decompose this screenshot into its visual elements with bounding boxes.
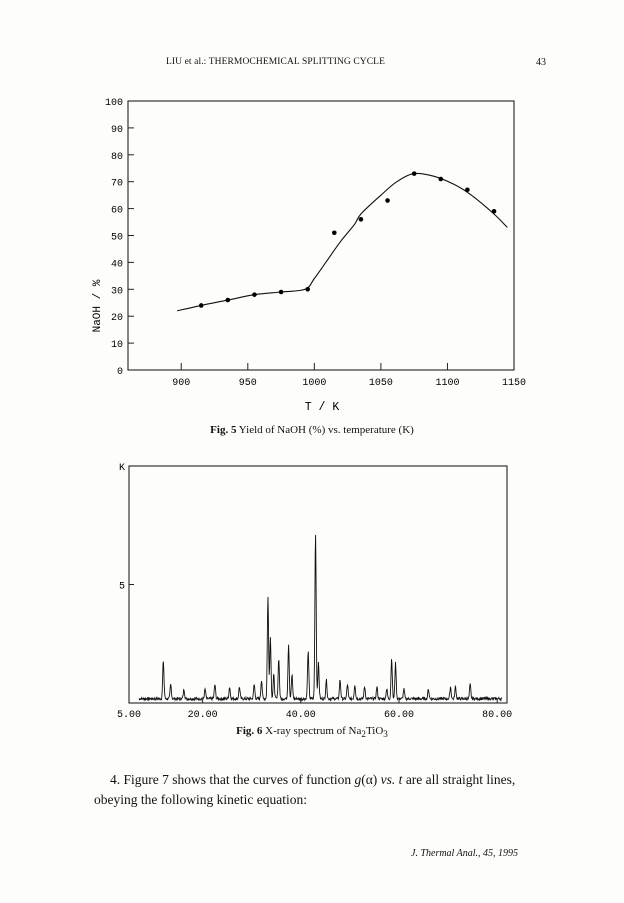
figure-5-data-point <box>491 208 497 214</box>
figure-5-chart: 0 10 20 30 40 50 60 70 80 90 100 900 950 1000 1050 110… <box>92 98 526 414</box>
figure-5-caption: Fig. 5 Yield of NaOH (%) vs. temperature… <box>0 424 624 436</box>
figure-5-data-point <box>411 171 417 176</box>
figure-5-curve <box>177 172 508 312</box>
figure-5-xtick-label: 1050 <box>369 378 393 389</box>
figure-5-xtick-label: 950 <box>239 378 257 389</box>
body-line-2: obeying the following kinetic equation: <box>94 792 307 807</box>
figure-5-ytick-label: 0 <box>117 367 123 378</box>
body-italic-vs: vs. <box>380 772 396 787</box>
figure-6-caption-text: X-ray spectrum of Na <box>265 725 362 737</box>
figure-5-data-point <box>225 297 231 303</box>
figure-6-xtick-label: 60.00 <box>384 710 414 721</box>
figure-6-xtick-label: 80.00 <box>482 710 512 721</box>
figure-6-ytick-label: 5 <box>119 582 125 593</box>
figure-6-xtick-label: 5.00 <box>117 710 141 721</box>
body-paragraph: 4. Figure 7 shows that the curves of fun… <box>94 770 534 810</box>
figure-5-ytick-label: 80 <box>111 152 123 163</box>
figure-5-data-point <box>332 230 337 236</box>
figure-5-data-point <box>358 217 364 222</box>
figure-6-caption-label: Fig. 6 <box>236 725 263 737</box>
figure-6-xtick-label: 40.00 <box>286 710 316 721</box>
figure-6-caption-mid: TiO <box>365 725 384 737</box>
running-title: LIU et al.: THERMOCHEMICAL SPLITTING CYC… <box>166 57 385 67</box>
figure-5-ytick-label: 70 <box>111 179 123 190</box>
figure-5-xtick-label: 1150 <box>502 378 526 389</box>
body-italic-t: t <box>395 772 403 787</box>
figure-5-data-point <box>278 289 284 295</box>
figure-5-xtick-label: 1000 <box>302 378 326 389</box>
figure-6-xtick-label: 20.00 <box>188 710 218 721</box>
figure-5-ylabel: NaOH / % <box>92 279 104 332</box>
body-text-alpha: (α) <box>361 772 381 787</box>
figure-5-xtick-label: 1100 <box>435 378 459 389</box>
body-line-1: 4. Figure 7 shows that the curves of fun… <box>94 770 534 790</box>
page-number: 43 <box>536 57 546 68</box>
figure-5-data-point <box>385 198 390 203</box>
page-header: LIU et al.: THERMOCHEMICAL SPLITTING CYC… <box>0 57 624 71</box>
figure-5-ytick-label: 100 <box>105 98 123 109</box>
figure-6-caption-sub2: 3 <box>383 729 388 740</box>
figure-5-data-point <box>198 303 204 308</box>
figure-5-ytick-label: 30 <box>111 286 123 297</box>
figure-5-caption-text: Yield of NaOH (%) vs. temperature (K) <box>238 424 414 436</box>
figure-5-ytick-label: 20 <box>111 313 123 324</box>
figure-5-data-point <box>252 292 257 297</box>
figure-5-data-point <box>305 287 310 292</box>
figure-5-caption-label: Fig. 5 <box>210 424 237 436</box>
figure-5-ytick-label: 40 <box>111 259 123 270</box>
figure-5-frame <box>127 100 515 371</box>
figure-6-spectrum <box>138 534 503 702</box>
figure-5-xtick-label: 900 <box>172 378 190 389</box>
figure-6-caption: Fig. 6 X-ray spectrum of Na2TiO3 <box>0 725 624 739</box>
figure-5-data-point <box>438 176 444 182</box>
body-text-run: are all straight lines, <box>402 772 516 787</box>
journal-footer: J. Thermal Anal., 45, 1995 <box>411 848 519 859</box>
figure-5-ytick-label: 90 <box>111 125 123 136</box>
figure-5-ytick-label: 10 <box>111 340 123 351</box>
figure-5-data-point <box>465 187 470 193</box>
figure-6-caption-sub1: 2 <box>361 729 366 740</box>
figure-6-chart: K 5 5.00 20.00 40.00 60.00 80.00 <box>117 463 512 721</box>
figure-5-ytick-label: 60 <box>111 206 123 217</box>
figure-5-xlabel: T / K <box>305 401 340 414</box>
body-text-run: 4. Figure 7 shows that the curves of fun… <box>110 772 355 787</box>
figure-6-ytick-label: K <box>119 463 125 474</box>
figure-5-ytick-label: 50 <box>111 233 123 244</box>
body-italic-g: g <box>354 772 362 787</box>
